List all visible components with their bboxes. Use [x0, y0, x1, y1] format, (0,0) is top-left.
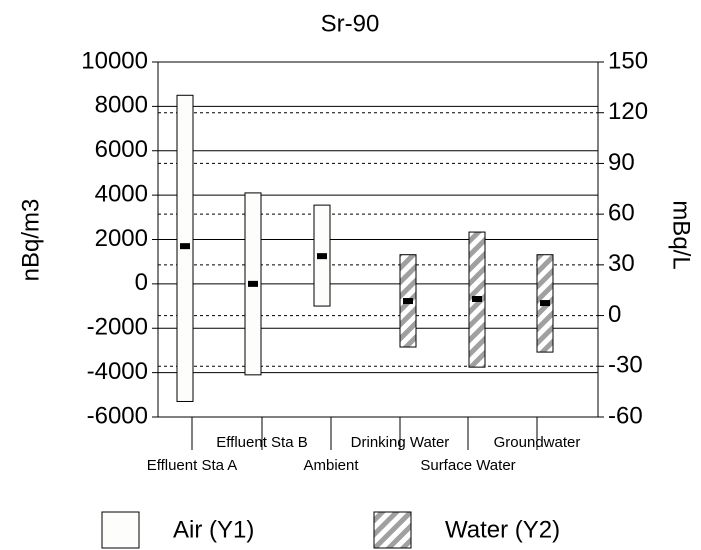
y-tick-label: 4000: [95, 180, 148, 207]
y2-tick-label: -60: [608, 402, 643, 429]
y-tick-label: -4000: [87, 358, 148, 385]
x-tick-label: Effluent Sta B: [216, 434, 307, 451]
x-tick-label: Effluent Sta A: [147, 457, 238, 474]
x-tick-label: Ambient: [303, 457, 359, 474]
y2-axis-label: mBq/L: [668, 200, 695, 269]
y-tick-label: -2000: [87, 314, 148, 341]
y2-tick-label: 150: [608, 47, 648, 74]
legend-label: Water (Y2): [445, 516, 560, 543]
mean-marker: [248, 280, 258, 287]
y2-tick-label: 0: [608, 301, 621, 328]
y-tick-label: 10000: [81, 47, 148, 74]
mean-marker: [180, 243, 190, 250]
y-tick-label: 8000: [95, 92, 148, 119]
mean-marker: [540, 300, 550, 307]
legend-swatch: [373, 511, 412, 549]
y-tick-label: 2000: [95, 225, 148, 252]
mean-marker: [472, 296, 482, 303]
y2-tick-label: -30: [608, 352, 643, 379]
y-tick-label: 0: [135, 269, 148, 296]
y-axis-label: nBq/m3: [17, 199, 44, 282]
x-tick-label: Drinking Water: [351, 434, 450, 451]
mean-marker: [317, 253, 327, 260]
y2-tick-label: 60: [608, 199, 635, 226]
y-tick-label: 6000: [95, 136, 148, 163]
legend-swatch: [101, 511, 140, 549]
y-tick-label: -6000: [87, 402, 148, 429]
y2-tick-label: 120: [608, 98, 648, 125]
x-tick-label: Surface Water: [420, 457, 515, 474]
y2-tick-label: 90: [608, 149, 635, 176]
legend-label: Air (Y1): [173, 516, 254, 543]
y2-tick-label: 30: [608, 250, 635, 277]
chart-title: Sr-90: [321, 10, 380, 37]
x-tick-label: Groundwater: [494, 434, 581, 451]
mean-marker: [403, 298, 413, 305]
